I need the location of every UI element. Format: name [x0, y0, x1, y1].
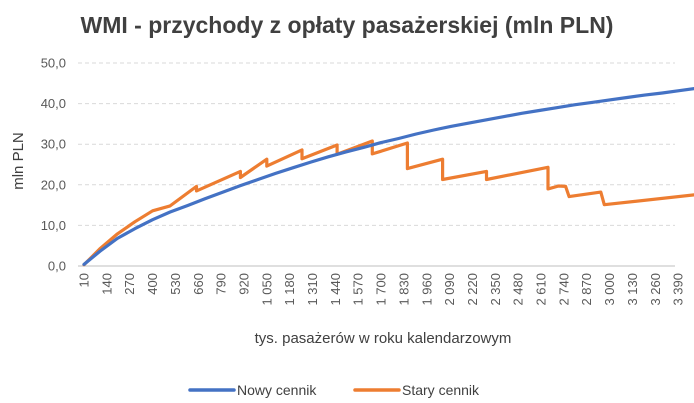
- x-tick-label: 400: [145, 273, 160, 295]
- x-tick-label: 660: [191, 273, 206, 295]
- x-tick-label: 3 260: [648, 273, 663, 306]
- chart-title: WMI - przychody z opłaty pasażerskiej (m…: [81, 12, 614, 38]
- x-tick-label: 1 700: [374, 273, 389, 306]
- x-tick-label: 2 350: [488, 273, 503, 306]
- series-line-nowy-cennik: [82, 87, 694, 266]
- legend: Nowy cennik Stary cennik: [188, 382, 480, 398]
- x-tick-label: 1 960: [419, 273, 434, 306]
- x-tick-label: 2 870: [579, 273, 594, 306]
- y-tick-label: 40,0: [41, 96, 66, 111]
- x-tick-label: 1 570: [351, 273, 366, 306]
- y-tick-label: 20,0: [41, 177, 66, 192]
- legend-label-nowy-cennik: Nowy cennik: [237, 382, 317, 398]
- x-tick-label: 2 740: [556, 273, 571, 306]
- x-tick-label: 3 000: [602, 273, 617, 306]
- x-tick-label: 530: [168, 273, 183, 295]
- legend-label-stary-cennik: Stary cennik: [402, 382, 480, 398]
- x-tick-label: 920: [236, 273, 251, 295]
- x-tick-label: 2 090: [442, 273, 457, 306]
- x-tick-label: 2 610: [534, 273, 549, 306]
- x-tick-label: 270: [122, 273, 137, 295]
- x-axis-title: tys. pasażerów w roku kalendarzowym: [255, 330, 512, 347]
- y-tick-label: 10,0: [41, 218, 66, 233]
- x-tick-label: 1 050: [259, 273, 274, 306]
- x-tick-label: 2 220: [465, 273, 480, 306]
- x-tick-label: 140: [99, 273, 114, 295]
- x-tick-label: 2 480: [511, 273, 526, 306]
- x-tick-label: 10: [77, 273, 92, 287]
- x-tick-label: 1 180: [282, 273, 297, 306]
- x-tick-label: 1 310: [305, 273, 320, 306]
- x-tick-label: 790: [214, 273, 229, 295]
- gridlines: [78, 62, 675, 267]
- series-lines: [82, 87, 694, 267]
- y-tick-label: 50,0: [41, 56, 66, 71]
- y-axis-title: mln PLN: [10, 132, 27, 190]
- y-tick-label: 30,0: [41, 137, 66, 152]
- x-tick-label: 3 130: [625, 273, 640, 306]
- x-tick-label: 3 390: [671, 273, 686, 306]
- series-line-stary-cennik: [82, 139, 694, 267]
- x-tick-label: 1 440: [328, 273, 343, 306]
- x-axis: 10 140 270 400 530 660 790 920 1 050 1 180 1 310 1 …: [77, 273, 686, 306]
- y-tick-label: 0,0: [48, 259, 66, 274]
- x-tick-label: 1 830: [396, 273, 411, 306]
- y-axis: 0,0 10,0 20,0 30,0 40,0 50,0: [41, 56, 66, 274]
